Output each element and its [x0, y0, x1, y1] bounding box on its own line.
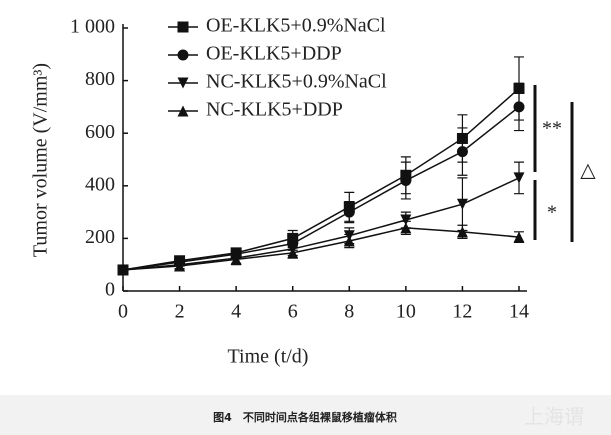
y-axis-title: Tumor volume (V/mm³) [30, 63, 52, 257]
watermark: 上海谓 [524, 405, 584, 429]
y-tick-label: 200 [85, 226, 115, 248]
series-line [122, 227, 520, 271]
marker [400, 175, 412, 187]
legend-label: OE-KLK5+DDP [206, 43, 342, 65]
annotation: △ [580, 160, 596, 182]
x-tick-label: 6 [288, 301, 298, 323]
x-tick-label: 14 [509, 301, 529, 323]
legend-label: NC-KLK5+0.9%NaCl [206, 71, 387, 93]
x-tick-label: 0 [118, 301, 128, 323]
x-axis-title: Time (t/d) [228, 346, 309, 368]
series-line [122, 87, 520, 271]
legend-marker [177, 49, 189, 61]
marker [230, 253, 242, 265]
y-tick-label: 0 [105, 279, 115, 301]
y-tick-label: 400 [85, 173, 115, 195]
caption-band [0, 395, 611, 435]
marker [456, 226, 468, 238]
marker [513, 172, 525, 184]
legend-marker [177, 105, 189, 117]
x-tick-label: 12 [452, 301, 472, 323]
annotation: * [547, 202, 557, 224]
marker [456, 198, 468, 210]
marker [343, 235, 355, 247]
legend-marker [177, 77, 189, 89]
x-tick-label: 10 [396, 301, 416, 323]
caption: 图4 不同时间点各组裸鼠移植瘤体积 [213, 410, 397, 424]
y-tick-label: 1 000 [70, 16, 115, 38]
series-line [122, 177, 520, 271]
x-tick-label: 2 [175, 301, 185, 323]
legend-label: NC-KLK5+DDP [206, 99, 343, 121]
series-line [122, 106, 520, 271]
marker [513, 231, 525, 243]
y-tick-label: 800 [85, 68, 115, 90]
marker [513, 101, 525, 113]
annotation: ** [542, 118, 562, 140]
marker [400, 222, 412, 234]
marker [400, 214, 412, 226]
x-tick-label: 4 [231, 301, 241, 323]
legend-label: OE-KLK5+0.9%NaCl [206, 15, 386, 37]
marker [343, 206, 355, 218]
marker [174, 260, 186, 272]
x-tick-label: 8 [344, 301, 354, 323]
marker [117, 264, 129, 276]
marker [456, 146, 468, 158]
marker [287, 247, 299, 259]
legend-marker [177, 21, 189, 33]
y-tick-label: 600 [85, 121, 115, 143]
